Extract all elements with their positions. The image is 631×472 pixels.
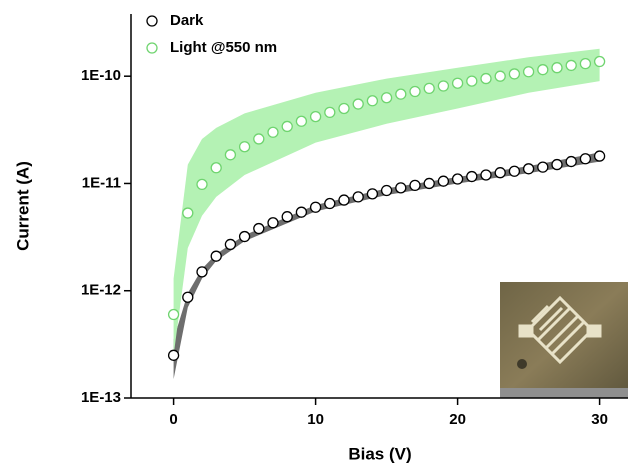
data-point	[565, 155, 577, 168]
data-point	[480, 169, 492, 181]
data-point	[593, 55, 606, 68]
y-tick-label: 1E-13	[81, 389, 121, 406]
data-point	[281, 211, 293, 223]
data-point	[380, 184, 393, 197]
data-point	[537, 64, 549, 76]
data-point	[494, 167, 506, 179]
data-point	[395, 88, 407, 100]
data-point	[338, 102, 350, 115]
data-point	[309, 201, 322, 213]
data-point	[267, 217, 279, 229]
inset-photo	[500, 282, 628, 398]
data-point	[182, 207, 194, 219]
legend-marker	[146, 15, 158, 27]
data-point	[565, 59, 577, 72]
data-point	[366, 95, 379, 107]
legend-label: Light @550 nm	[170, 39, 277, 56]
data-point	[579, 153, 592, 165]
data-point	[352, 191, 364, 203]
error-band	[173, 48, 600, 356]
data-point	[281, 120, 293, 133]
y-tick-label: 1E-11	[82, 174, 121, 191]
data-point	[508, 165, 521, 177]
data-point	[409, 179, 421, 192]
data-point	[309, 110, 322, 123]
data-point	[537, 161, 549, 173]
data-point	[395, 182, 407, 194]
data-point	[324, 197, 336, 210]
legend-label: Dark	[170, 12, 204, 29]
data-point	[579, 57, 592, 70]
data-point	[338, 194, 350, 206]
data-point	[494, 70, 506, 82]
data-point	[253, 222, 265, 235]
data-point	[210, 162, 222, 174]
data-point	[182, 291, 194, 303]
data-point	[224, 238, 237, 251]
data-point	[423, 177, 435, 190]
data-point	[437, 80, 450, 92]
data-point	[480, 72, 492, 85]
data-point	[253, 133, 265, 145]
data-point	[423, 82, 435, 95]
x-tick-label: 0	[169, 411, 177, 428]
data-point	[409, 85, 421, 98]
x-tick-label: 30	[591, 411, 608, 428]
data-point	[466, 170, 478, 183]
data-point	[352, 98, 364, 110]
data-point	[466, 75, 478, 87]
data-point	[167, 308, 180, 321]
data-point	[522, 66, 535, 78]
y-axis-title: Current (A)	[13, 161, 32, 251]
legend: Dark Light @550 nm	[146, 12, 277, 56]
x-tick-label: 20	[449, 411, 466, 428]
data-point	[267, 126, 279, 138]
y-tick-label: 1E-10	[81, 67, 121, 84]
data-point	[238, 230, 251, 243]
data-point	[593, 150, 606, 162]
data-point	[295, 115, 308, 127]
data-point	[167, 349, 180, 361]
data-point	[451, 77, 464, 89]
data-point	[522, 163, 535, 175]
x-tick-label: 10	[307, 411, 324, 428]
data-point	[551, 62, 563, 74]
data-point	[380, 92, 393, 104]
data-point	[295, 206, 308, 218]
y-tick-label: 1E-12	[81, 282, 121, 299]
data-point	[451, 173, 464, 185]
data-point	[324, 106, 336, 119]
data-point	[551, 158, 563, 171]
x-axis-title: Bias (V)	[348, 444, 411, 463]
data-point	[224, 149, 237, 161]
data-point	[210, 250, 222, 262]
data-point	[196, 266, 208, 278]
data-point	[196, 178, 208, 191]
data-point	[238, 141, 251, 153]
data-point	[508, 68, 521, 80]
data-point	[437, 175, 450, 187]
data-point	[366, 188, 379, 200]
legend-marker	[146, 42, 158, 54]
